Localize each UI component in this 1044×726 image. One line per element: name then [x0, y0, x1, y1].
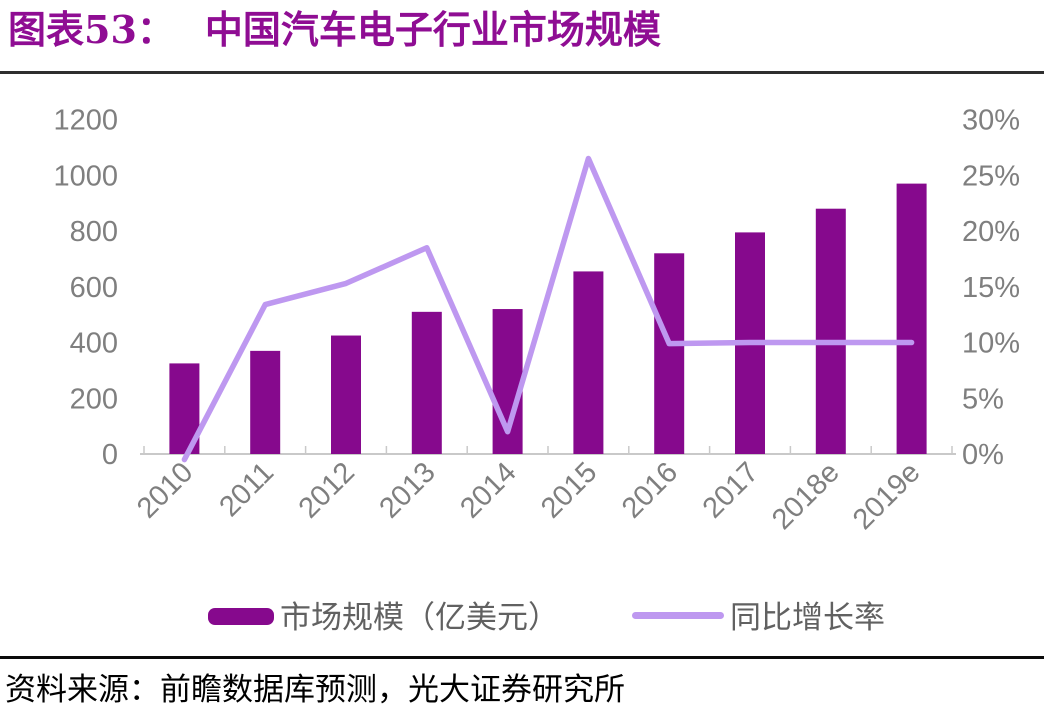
right-axis-tick-label: 25%	[962, 160, 1020, 192]
figure-number-label: 图表53：	[8, 7, 175, 52]
figure-title: 图表53： 中国汽车电子行业市场规模	[8, 6, 661, 54]
source-note: 资料来源：前瞻数据库预测，光大证券研究所	[5, 672, 625, 708]
legend-label-market-size: 市场规模（亿美元）	[280, 600, 559, 635]
x-axis-category-label: 2016	[616, 456, 684, 524]
left-axis-tick-label: 600	[70, 272, 118, 304]
x-axis-category-label: 2014	[454, 456, 522, 524]
x-axis-category-label: 2010	[131, 456, 199, 524]
bar-2013	[411, 311, 442, 454]
market-size-chart: 0 200 400 600 800 1000 1200 0% 5% 10% 15% 20% 25% 30%…	[53, 105, 1020, 536]
right-axis-tick-label: 15%	[962, 272, 1020, 304]
x-axis-category-label: 2011	[213, 456, 280, 523]
x-axis-category-label: 2013	[374, 456, 442, 524]
figure-bottom-border-line	[0, 656, 1044, 659]
right-axis-tick-label: 0%	[962, 439, 1004, 471]
x-axis-category-label: 2015	[535, 456, 603, 524]
right-axis-tick-label: 10%	[962, 328, 1020, 360]
title-divider-line	[0, 71, 1044, 74]
line-series-swatch	[632, 612, 724, 619]
left-axis-tick-label: 400	[70, 328, 118, 360]
growth-rate-line	[181, 155, 915, 463]
left-axis-tick-label: 0	[102, 439, 118, 471]
x-axis-category-label: 2019e	[847, 456, 927, 536]
bar-2015	[573, 271, 604, 454]
bar-2019e	[896, 183, 927, 455]
left-axis-tick-label: 1200	[53, 105, 118, 137]
right-axis-tick-label: 30%	[962, 105, 1020, 137]
bar-2016	[654, 253, 685, 454]
right-axis-tick-label: 20%	[962, 216, 1020, 248]
right-axis-tick-label: 5%	[962, 383, 1004, 415]
figure-title-text: 中国汽车电子行业市场规模	[204, 7, 661, 52]
x-axis-category-label: 2018e	[766, 456, 846, 536]
left-axis-tick-label: 200	[70, 383, 118, 415]
x-axis-category-label: 2012	[293, 456, 361, 524]
chart-legend: 市场规模（亿美元） 同比增长率	[0, 598, 1044, 640]
bar-2011	[250, 350, 281, 454]
x-axis-category-label: 2017	[697, 456, 765, 524]
legend-label-growth-rate: 同比增长率	[730, 600, 885, 635]
bar-2018e	[815, 208, 846, 454]
left-axis-tick-label: 1000	[53, 160, 118, 192]
left-axis-tick-label: 800	[70, 216, 118, 248]
bar-series-swatch	[208, 608, 274, 625]
bar-2012	[331, 335, 361, 454]
